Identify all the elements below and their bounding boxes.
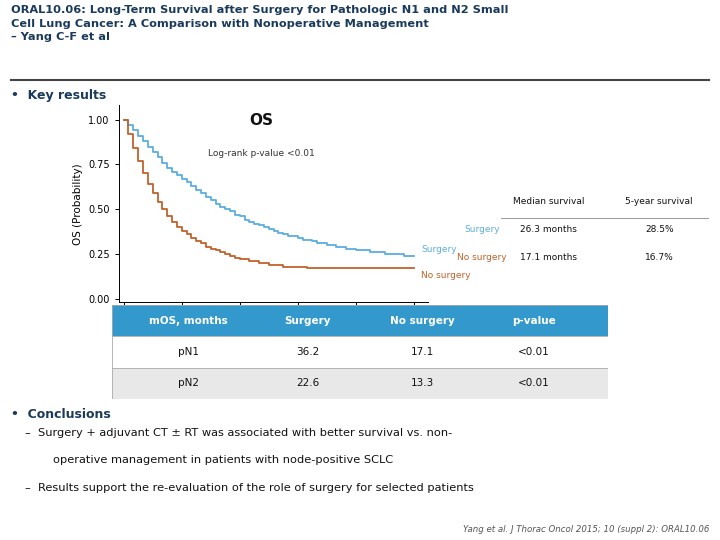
Text: pN2: pN2 [178,379,199,388]
Text: •  Key results: • Key results [11,89,106,102]
Text: 17.1 months: 17.1 months [520,253,577,261]
Text: No surgery: No surgery [457,253,507,261]
Text: 5-year survival: 5-year survival [626,197,693,206]
Text: –  Surgery + adjuvant CT ± RT was associated with better survival vs. non-: – Surgery + adjuvant CT ± RT was associa… [24,428,452,438]
X-axis label: Time (months): Time (months) [235,327,312,337]
Text: Surgery: Surgery [284,316,331,326]
Text: Surgery: Surgery [421,245,456,254]
Text: 26.3 months: 26.3 months [520,225,577,234]
Bar [112,336,608,368]
Text: 16.7%: 16.7% [645,253,674,261]
Text: •  Conclusions: • Conclusions [11,408,111,421]
Text: pN1: pN1 [178,347,199,357]
Text: 36.2: 36.2 [296,347,320,357]
Text: <0.01: <0.01 [518,379,550,388]
Y-axis label: OS (Probability): OS (Probability) [73,163,83,245]
Text: No surgery: No surgery [421,271,471,280]
Bar [112,368,608,399]
Text: OS: OS [249,113,273,128]
Text: Log-rank p-value <0.01: Log-rank p-value <0.01 [208,148,315,158]
Text: 17.1: 17.1 [410,347,433,357]
Text: p-value: p-value [512,316,556,326]
Text: <0.01: <0.01 [518,347,550,357]
Text: ORAL10.06: Long-Term Survival after Surgery for Pathologic N1 and N2 Small
Cell : ORAL10.06: Long-Term Survival after Surg… [11,5,508,42]
Text: Surgery: Surgery [464,225,500,234]
Text: mOS, months: mOS, months [149,316,228,326]
Text: 22.6: 22.6 [296,379,320,388]
Text: operative management in patients with node-positive SCLC: operative management in patients with no… [53,455,393,465]
Text: Yang et al. J Thorac Oncol 2015; 10 (suppl 2): ORAL10.06: Yang et al. J Thorac Oncol 2015; 10 (sup… [463,525,709,534]
Text: Median survival: Median survival [513,197,584,206]
Bar [112,305,608,336]
Text: No surgery: No surgery [390,316,454,326]
Text: 13.3: 13.3 [410,379,433,388]
Text: –  Results support the re-evaluation of the role of surgery for selected patient: – Results support the re-evaluation of t… [24,483,474,493]
Text: 28.5%: 28.5% [645,225,674,234]
